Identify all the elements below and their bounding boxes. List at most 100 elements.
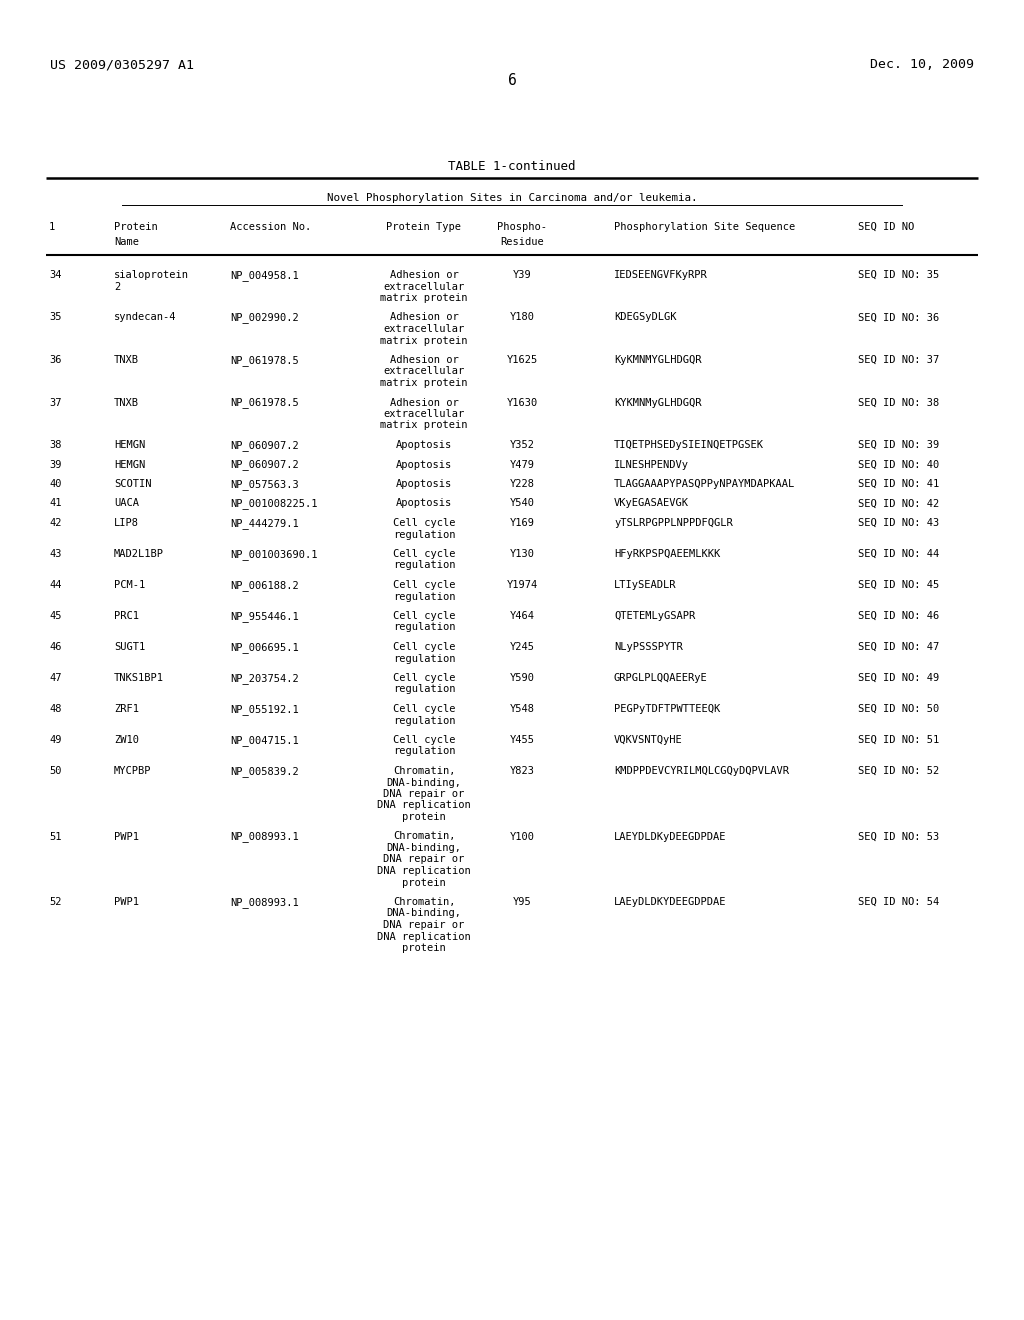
Text: NP_060907.2: NP_060907.2 xyxy=(230,459,299,470)
Text: Apoptosis: Apoptosis xyxy=(396,440,453,450)
Text: Y39: Y39 xyxy=(513,271,531,280)
Text: extracellular: extracellular xyxy=(383,323,465,334)
Text: PCM-1: PCM-1 xyxy=(114,579,145,590)
Text: syndecan-4: syndecan-4 xyxy=(114,313,176,322)
Text: Cell cycle: Cell cycle xyxy=(393,735,456,744)
Text: SEQ ID NO: 41: SEQ ID NO: 41 xyxy=(858,479,939,488)
Text: regulation: regulation xyxy=(393,653,456,664)
Text: 47: 47 xyxy=(49,673,61,682)
Text: Apoptosis: Apoptosis xyxy=(396,479,453,488)
Text: yTSLRPGPPLNPPDFQGLR: yTSLRPGPPLNPPDFQGLR xyxy=(614,517,733,528)
Text: SEQ ID NO: 52: SEQ ID NO: 52 xyxy=(858,766,939,776)
Text: regulation: regulation xyxy=(393,529,456,540)
Text: 37: 37 xyxy=(49,397,61,408)
Text: KYKMNMyGLHDGQR: KYKMNMyGLHDGQR xyxy=(614,397,701,408)
Text: Adhesion or: Adhesion or xyxy=(389,397,459,408)
Text: HFyRKPSPQAEEMLKKK: HFyRKPSPQAEEMLKKK xyxy=(614,549,720,558)
Text: 38: 38 xyxy=(49,440,61,450)
Text: DNA-binding,: DNA-binding, xyxy=(386,908,462,919)
Text: SEQ ID NO: 38: SEQ ID NO: 38 xyxy=(858,397,939,408)
Text: NP_008993.1: NP_008993.1 xyxy=(230,832,299,842)
Text: NP_203754.2: NP_203754.2 xyxy=(230,673,299,684)
Text: Cell cycle: Cell cycle xyxy=(393,673,456,682)
Text: DNA replication: DNA replication xyxy=(377,932,471,941)
Text: GRPGLPLQQAEERyE: GRPGLPLQQAEERyE xyxy=(614,673,708,682)
Text: NP_061978.5: NP_061978.5 xyxy=(230,397,299,408)
Text: SEQ ID NO: 53: SEQ ID NO: 53 xyxy=(858,832,939,842)
Text: NP_444279.1: NP_444279.1 xyxy=(230,517,299,529)
Text: SEQ ID NO: 37: SEQ ID NO: 37 xyxy=(858,355,939,366)
Text: 2: 2 xyxy=(114,281,120,292)
Text: SEQ ID NO: 36: SEQ ID NO: 36 xyxy=(858,313,939,322)
Text: TABLE 1-continued: TABLE 1-continued xyxy=(449,160,575,173)
Text: 6: 6 xyxy=(508,73,516,88)
Text: 39: 39 xyxy=(49,459,61,470)
Text: regulation: regulation xyxy=(393,715,456,726)
Text: DNA-binding,: DNA-binding, xyxy=(386,843,462,853)
Text: sialoprotein: sialoprotein xyxy=(114,271,189,280)
Text: NP_006695.1: NP_006695.1 xyxy=(230,642,299,653)
Text: SEQ ID NO: SEQ ID NO xyxy=(858,222,914,232)
Text: Adhesion or: Adhesion or xyxy=(389,313,459,322)
Text: PRC1: PRC1 xyxy=(114,611,139,620)
Text: Y1625: Y1625 xyxy=(507,355,538,366)
Text: SEQ ID NO: 47: SEQ ID NO: 47 xyxy=(858,642,939,652)
Text: KMDPPDEVCYRILMQLCGQyDQPVLAVR: KMDPPDEVCYRILMQLCGQyDQPVLAVR xyxy=(614,766,790,776)
Text: 52: 52 xyxy=(49,898,61,907)
Text: SEQ ID NO: 46: SEQ ID NO: 46 xyxy=(858,611,939,620)
Text: Y590: Y590 xyxy=(510,673,535,682)
Text: Y245: Y245 xyxy=(510,642,535,652)
Text: 51: 51 xyxy=(49,832,61,842)
Text: SEQ ID NO: 42: SEQ ID NO: 42 xyxy=(858,499,939,508)
Text: UACA: UACA xyxy=(114,499,139,508)
Text: Y823: Y823 xyxy=(510,766,535,776)
Text: ZW10: ZW10 xyxy=(114,735,139,744)
Text: Dec. 10, 2009: Dec. 10, 2009 xyxy=(870,58,974,71)
Text: NP_008993.1: NP_008993.1 xyxy=(230,898,299,908)
Text: NP_057563.3: NP_057563.3 xyxy=(230,479,299,490)
Text: NP_001003690.1: NP_001003690.1 xyxy=(230,549,317,560)
Text: extracellular: extracellular xyxy=(383,281,465,292)
Text: protein: protein xyxy=(402,942,445,953)
Text: Y100: Y100 xyxy=(510,832,535,842)
Text: Name: Name xyxy=(114,238,139,247)
Text: 48: 48 xyxy=(49,704,61,714)
Text: 46: 46 xyxy=(49,642,61,652)
Text: Y464: Y464 xyxy=(510,611,535,620)
Text: LIP8: LIP8 xyxy=(114,517,139,528)
Text: LAEyDLDKYDEEGDPDAE: LAEyDLDKYDEEGDPDAE xyxy=(614,898,726,907)
Text: PWP1: PWP1 xyxy=(114,832,139,842)
Text: Accession No.: Accession No. xyxy=(230,222,311,232)
Text: KDEGSyDLGK: KDEGSyDLGK xyxy=(614,313,677,322)
Text: SCOTIN: SCOTIN xyxy=(114,479,152,488)
Text: PWP1: PWP1 xyxy=(114,898,139,907)
Text: Cell cycle: Cell cycle xyxy=(393,517,456,528)
Text: DNA repair or: DNA repair or xyxy=(383,789,465,799)
Text: VQKVSNTQyHE: VQKVSNTQyHE xyxy=(614,735,683,744)
Text: SUGT1: SUGT1 xyxy=(114,642,145,652)
Text: Cell cycle: Cell cycle xyxy=(393,642,456,652)
Text: Y1974: Y1974 xyxy=(507,579,538,590)
Text: NP_004715.1: NP_004715.1 xyxy=(230,735,299,746)
Text: Y95: Y95 xyxy=(513,898,531,907)
Text: SEQ ID NO: 39: SEQ ID NO: 39 xyxy=(858,440,939,450)
Text: 35: 35 xyxy=(49,313,61,322)
Text: Adhesion or: Adhesion or xyxy=(389,271,459,280)
Text: HEMGN: HEMGN xyxy=(114,440,145,450)
Text: regulation: regulation xyxy=(393,685,456,694)
Text: NLyPSSSPYTR: NLyPSSSPYTR xyxy=(614,642,683,652)
Text: NP_055192.1: NP_055192.1 xyxy=(230,704,299,715)
Text: Protein: Protein xyxy=(114,222,158,232)
Text: 34: 34 xyxy=(49,271,61,280)
Text: KyKMNMYGLHDGQR: KyKMNMYGLHDGQR xyxy=(614,355,701,366)
Text: NP_061978.5: NP_061978.5 xyxy=(230,355,299,366)
Text: LAEYDLDKyDEEGDPDAE: LAEYDLDKyDEEGDPDAE xyxy=(614,832,726,842)
Text: Cell cycle: Cell cycle xyxy=(393,579,456,590)
Text: 44: 44 xyxy=(49,579,61,590)
Text: DNA replication: DNA replication xyxy=(377,800,471,810)
Text: DNA repair or: DNA repair or xyxy=(383,854,465,865)
Text: extracellular: extracellular xyxy=(383,409,465,418)
Text: ZRF1: ZRF1 xyxy=(114,704,139,714)
Text: Phosphorylation Site Sequence: Phosphorylation Site Sequence xyxy=(614,222,796,232)
Text: TNXB: TNXB xyxy=(114,355,139,366)
